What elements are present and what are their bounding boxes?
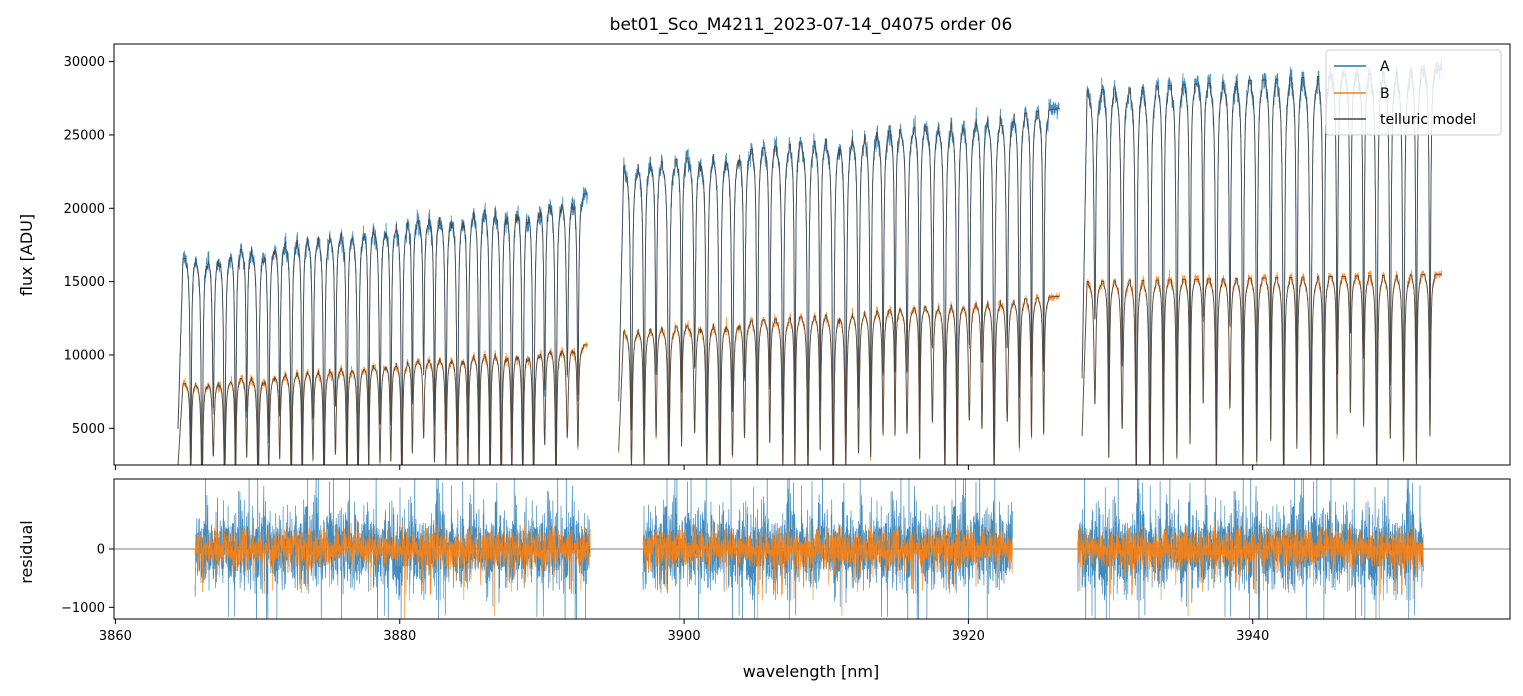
bottom-xtick-label: 3920	[952, 629, 985, 644]
telluric-model-a-line	[177, 193, 588, 465]
bottom-panel-data	[114, 479, 1510, 619]
legend-label-telluric: telluric model	[1380, 112, 1476, 128]
bottom-ytick-label: −1000	[61, 601, 105, 616]
bottom-xtick-label: 3900	[668, 629, 701, 644]
bottom-xtick-label: 3860	[99, 629, 132, 644]
top-panel-frame	[113, 43, 1511, 466]
bottom-x-axis: 3860 3880 3900 3920 3940	[99, 619, 1269, 644]
legend-label-a: A	[1380, 59, 1390, 75]
telluric-model-a-line	[618, 108, 1060, 465]
legend-box	[1325, 49, 1502, 136]
residual-b-line	[1077, 518, 1424, 619]
bottom-xtick-label: 3940	[1236, 629, 1269, 644]
legend: A B telluric model	[1325, 49, 1502, 136]
bottom-y-axis: −1000 0	[61, 543, 114, 616]
top-ytick-label: 20000	[64, 202, 105, 217]
bottom-xtick-label: 3880	[383, 629, 416, 644]
x-axis-label: wavelength [nm]	[743, 662, 880, 681]
top-y-axis: 5000 10000 15000 20000 25000 30000	[64, 55, 114, 437]
top-ytick-label: 30000	[64, 55, 105, 70]
legend-label-b: B	[1380, 86, 1390, 102]
telluric-model-b-line	[177, 344, 588, 465]
top-ytick-label: 25000	[64, 128, 105, 143]
top-ytick-label: 10000	[64, 348, 105, 363]
top-ytick-label: 15000	[64, 275, 105, 290]
telluric-model-b-line	[618, 295, 1060, 465]
top-y-axis-label: flux [ADU]	[17, 214, 36, 296]
top-ytick-label: 5000	[72, 422, 105, 437]
chart-title: bet01_Sco_M4211_2023-07-14_04075 order 0…	[610, 15, 1013, 35]
bottom-y-axis-label: residual	[17, 520, 36, 583]
residual-b-line	[642, 518, 1013, 619]
residual-b-line	[194, 518, 591, 619]
bottom-ytick-label: 0	[97, 543, 105, 558]
telluric-model-b-line	[1081, 273, 1442, 465]
top-x-axis	[114, 465, 1254, 470]
